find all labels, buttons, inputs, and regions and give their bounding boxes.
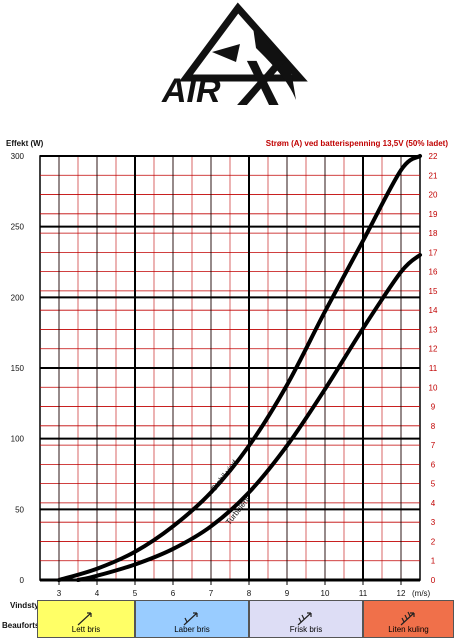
x-tick-label: 3 (57, 589, 62, 598)
y-tick-label: 300 (11, 152, 25, 161)
x-tick-label: 10 (321, 589, 330, 598)
series-point (247, 490, 251, 494)
x-axis-title: Vindstyrke (10, 601, 51, 610)
beaufort-label: Beaufortskalaen (2, 621, 64, 630)
wind-arrow-shape (77, 612, 92, 626)
y2-tick-label: 14 (429, 306, 438, 315)
series-point (399, 270, 403, 274)
wind-arrow-shape (297, 612, 312, 626)
y2-tick-label: 22 (429, 152, 438, 161)
series-point (133, 562, 137, 566)
beaufort-cell-label: Lett bris (71, 625, 101, 634)
y2-tick-label: 15 (429, 287, 438, 296)
y-tick-label: 0 (20, 576, 25, 585)
x-tick-label: 9 (285, 589, 290, 598)
y2-tick-label: 19 (429, 210, 438, 219)
y2-tick-label: 0 (431, 576, 436, 585)
series-point (399, 168, 403, 172)
y2-tick-label: 9 (431, 403, 436, 412)
series-point (209, 524, 213, 528)
y2-tick-label: 11 (429, 364, 438, 373)
logo-x-text: X (237, 47, 286, 119)
series-point (171, 524, 175, 528)
series-point (361, 239, 365, 243)
y-tick-label: 150 (11, 364, 25, 373)
wind-arrow-shape (400, 611, 415, 626)
beaufort-cell-label: Liten kuling (388, 625, 429, 634)
series-point (76, 578, 80, 582)
x-tick-label: 4 (95, 589, 100, 598)
series-point (171, 547, 175, 551)
wind-arrow-icon (297, 612, 312, 626)
y2-tick-label: 13 (429, 325, 438, 334)
y2-tick-label: 5 (431, 480, 436, 489)
beaufort-cell: Lett bris (37, 600, 135, 638)
y2-tick-label: 17 (429, 248, 438, 257)
y-axis-title: Effekt (W) (6, 139, 44, 148)
y2-tick-label: 18 (429, 229, 438, 238)
chart-grid (39, 155, 421, 585)
series-label: Stabil vind (210, 458, 240, 493)
beaufort-cell: Liten kuling (363, 600, 454, 638)
series-point (57, 578, 61, 582)
series-point (323, 309, 327, 313)
x-tick-label: 5 (133, 589, 138, 598)
beaufort-cell: Frisk bris (249, 600, 363, 638)
y2-tick-label: 1 (431, 557, 436, 566)
logo-blade (212, 44, 240, 62)
series-point (133, 550, 137, 554)
wind-arrow-icon (400, 611, 415, 626)
x-unit-label: (m/s) (412, 589, 431, 598)
x-tick-label: 11 (359, 589, 368, 598)
y-tick-label: 50 (15, 505, 24, 514)
x-tick-label: 6 (171, 589, 176, 598)
beaufort-cell: Laber bris (135, 600, 249, 638)
y2-tick-label: 20 (429, 191, 438, 200)
wind-arrow-shape (183, 612, 198, 626)
y-tick-label: 200 (11, 293, 25, 302)
y2-tick-label: 12 (429, 345, 438, 354)
y2-tick-label: 21 (429, 171, 438, 180)
series-point (209, 490, 213, 494)
series-point (95, 574, 99, 578)
series-point (418, 253, 422, 257)
airx-logo: AIR X (161, 2, 308, 119)
beaufort-cell-label: Frisk bris (289, 625, 323, 634)
x-tick-label: 7 (209, 589, 214, 598)
series-point (247, 444, 251, 448)
y2-tick-label: 10 (429, 383, 438, 392)
y2-tick-label: 6 (431, 460, 436, 469)
y2-tick-label: 2 (431, 537, 436, 546)
series-point (285, 444, 289, 448)
y2-tick-label: 16 (429, 268, 438, 277)
y2-tick-label: 8 (431, 422, 436, 431)
y-tick-label: 250 (11, 223, 25, 232)
logo-air-text: AIR (161, 72, 221, 110)
beaufort-cell-label: Laber bris (174, 625, 210, 634)
series-point (285, 383, 289, 387)
wind-arrow-icon (77, 612, 92, 626)
y2-axis-title: Strøm (A) ved batterispenning 13,5V (50%… (266, 139, 449, 148)
chart-labels: 0123456789101112131415161718192021220501… (11, 152, 438, 598)
series-point (361, 326, 365, 330)
wind-arrow-icon (183, 612, 198, 626)
y2-tick-label: 4 (431, 499, 436, 508)
logo-feather (252, 20, 296, 100)
series-line-stabil-vind (57, 154, 422, 582)
series-point (95, 567, 99, 571)
x-tick-label: 12 (397, 589, 406, 598)
y-tick-label: 100 (11, 435, 25, 444)
y2-tick-label: 7 (431, 441, 436, 450)
series-line-turbulent (76, 252, 422, 582)
series-point (323, 387, 327, 391)
y2-tick-label: 3 (431, 518, 436, 527)
x-tick-label: 8 (247, 589, 252, 598)
series-point (418, 154, 422, 158)
